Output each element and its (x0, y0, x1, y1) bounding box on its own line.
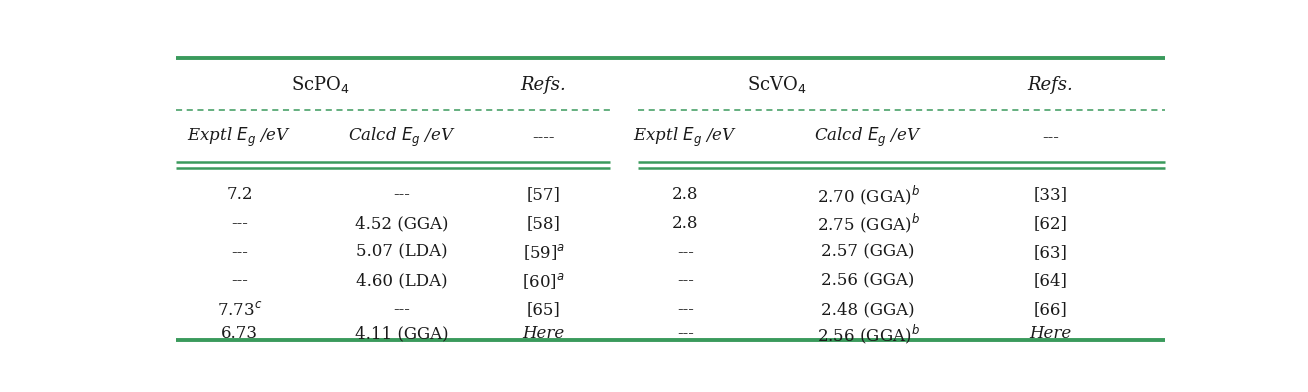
Text: [60]$^a$: [60]$^a$ (522, 271, 565, 291)
Text: ---: --- (1042, 129, 1059, 146)
Text: [58]: [58] (527, 215, 561, 232)
Text: 7.73$^c$: 7.73$^c$ (217, 301, 262, 319)
Text: 4.11 (GGA): 4.11 (GGA) (354, 325, 449, 342)
Text: 4.60 (LDA): 4.60 (LDA) (356, 272, 447, 289)
Text: Exptl $E_g$ /eV: Exptl $E_g$ /eV (187, 126, 292, 149)
Text: 2.70 (GGA)$^b$: 2.70 (GGA)$^b$ (816, 183, 920, 207)
Text: 6.73: 6.73 (221, 325, 258, 342)
Text: ---: --- (678, 301, 695, 318)
Text: Exptl $E_g$ /eV: Exptl $E_g$ /eV (633, 126, 738, 149)
Text: 2.75 (GGA)$^b$: 2.75 (GGA)$^b$ (816, 212, 920, 235)
Text: 2.56 (GGA): 2.56 (GGA) (821, 272, 914, 289)
Text: [63]: [63] (1033, 244, 1067, 261)
Text: 2.48 (GGA): 2.48 (GGA) (821, 301, 914, 318)
Text: 2.56 (GGA)$^b$: 2.56 (GGA)$^b$ (816, 322, 920, 345)
Text: 2.8: 2.8 (672, 215, 698, 232)
Text: Refs.: Refs. (1028, 76, 1074, 94)
Text: [57]: [57] (527, 187, 561, 203)
Text: Here: Here (1029, 325, 1071, 342)
Text: [66]: [66] (1033, 301, 1067, 318)
Text: Calcd $E_g$ /eV: Calcd $E_g$ /eV (814, 126, 922, 149)
Text: ---: --- (678, 325, 695, 342)
Text: 7.2: 7.2 (226, 187, 252, 203)
Text: 2.57 (GGA): 2.57 (GGA) (821, 244, 914, 261)
Text: ScVO$_4$: ScVO$_4$ (747, 74, 807, 95)
Text: ---: --- (678, 272, 695, 289)
Text: Refs.: Refs. (521, 76, 566, 94)
Text: ----: ---- (532, 129, 555, 146)
Text: ---: --- (232, 272, 249, 289)
Text: ---: --- (678, 244, 695, 261)
Text: [65]: [65] (527, 301, 561, 318)
Text: [33]: [33] (1033, 187, 1067, 203)
Text: Here: Here (522, 325, 565, 342)
Text: [62]: [62] (1033, 215, 1067, 232)
Text: [59]$^a$: [59]$^a$ (523, 242, 565, 262)
Text: ScPO$_4$: ScPO$_4$ (292, 74, 351, 95)
Text: ---: --- (232, 215, 249, 232)
Text: ---: --- (394, 301, 411, 318)
Text: Calcd $E_g$ /eV: Calcd $E_g$ /eV (348, 126, 455, 149)
Text: ---: --- (394, 187, 411, 203)
Text: 5.07 (LDA): 5.07 (LDA) (356, 244, 447, 261)
Text: 2.8: 2.8 (672, 187, 698, 203)
Text: [64]: [64] (1033, 272, 1067, 289)
Text: ---: --- (232, 244, 249, 261)
Text: 4.52 (GGA): 4.52 (GGA) (354, 215, 449, 232)
